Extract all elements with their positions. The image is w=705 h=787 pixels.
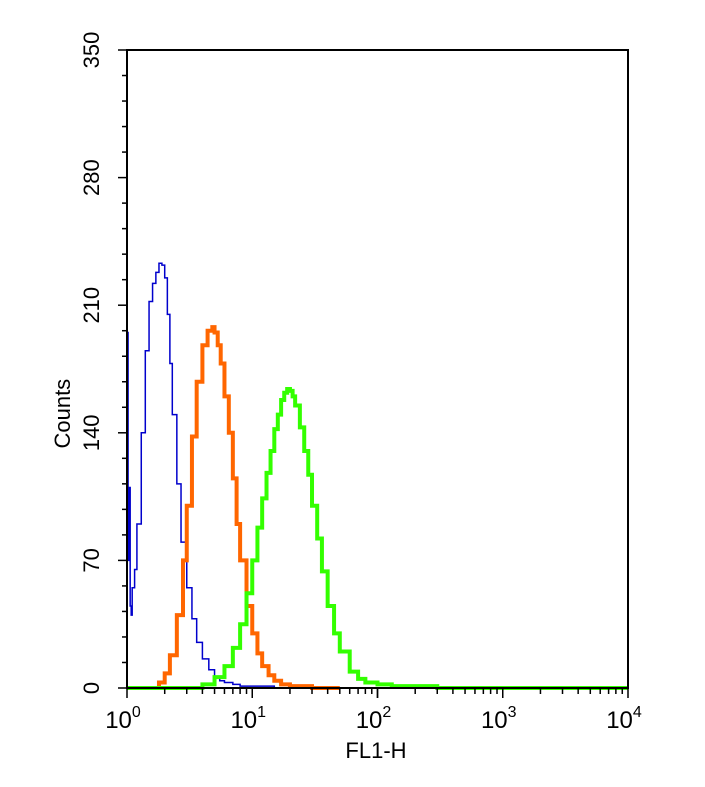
x-tick-label: 103 [481,704,517,734]
x-tick-exponent: 2 [382,704,391,721]
x-tick-exponent: 1 [257,704,266,721]
series-layer [127,262,628,690]
x-tick-label: 101 [230,704,266,734]
y-tick-label: 140 [79,414,104,451]
x-tick-label: 102 [356,704,392,734]
y-tick-label: 350 [79,32,104,69]
y-tick-group: 350 [79,32,104,69]
histogram-series-3 [127,387,628,690]
x-tick-base: 10 [481,707,508,734]
y-tick-label: 0 [79,682,104,694]
y-tick-group: 70 [79,548,104,572]
x-tick-label: 100 [105,704,141,734]
x-tick-exponent: 3 [508,704,517,721]
x-tick-base: 10 [356,707,383,734]
x-tick-exponent: 0 [132,704,141,721]
x-tick-label: 104 [606,704,642,734]
x-tick-base: 10 [606,707,633,734]
y-tick-group: 280 [79,159,104,196]
y-tick-group: 210 [79,287,104,324]
y-tick-label: 280 [79,159,104,196]
y-tick-label: 70 [79,548,104,572]
plot-frame [126,49,629,689]
x-tick-base: 10 [230,707,257,734]
x-axis-label: FL1-H [345,738,406,763]
y-tick-group: 140 [79,414,104,451]
y-axis-label: Counts [50,379,75,449]
histogram-series-1 [127,262,303,689]
x-tick-exponent: 4 [633,704,642,721]
histogram-series-2 [127,325,340,690]
y-tick-group: 0 [79,682,104,694]
y-tick-label: 210 [79,287,104,324]
x-tick-base: 10 [105,707,132,734]
